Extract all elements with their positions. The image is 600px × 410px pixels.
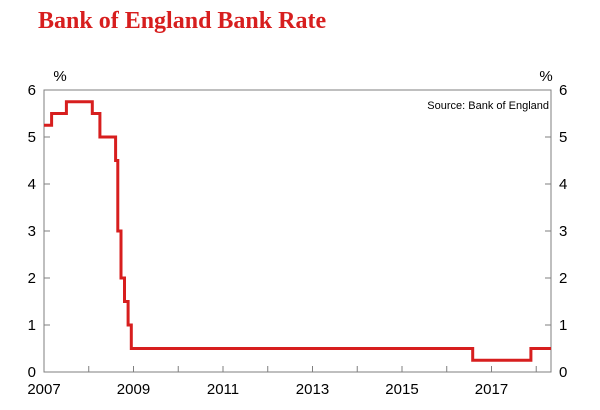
y-tick-label-left: 1 (28, 317, 36, 334)
y-tick-label-right: 2 (559, 270, 567, 287)
y-tick-label-right: 3 (559, 223, 567, 240)
y-tick-label-right: 5 (559, 129, 567, 146)
y-tick-label-left: 0 (28, 364, 36, 381)
x-tick-label: 2007 (27, 381, 60, 398)
labels-group: 0 0 1 1 2 2 3 3 4 4 5 5 6 6 2007 2009 2011 2013 2015 2017 (27, 82, 567, 398)
y-tick-label-right: 1 (559, 317, 567, 334)
y-tick-label-left: 6 (28, 82, 36, 99)
x-tick-label: 2017 (475, 381, 508, 398)
right-unit-label: % (539, 68, 552, 85)
x-tick-label: 2011 (207, 381, 239, 398)
series-group (44, 100, 551, 362)
x-tick-label: 2015 (385, 381, 418, 398)
y-tick-label-right: 4 (559, 176, 567, 193)
bank-rate-line (44, 100, 551, 362)
x-tick-label: 2009 (117, 381, 150, 398)
y-tick-label-left: 3 (28, 223, 36, 240)
left-unit-label: % (53, 68, 66, 85)
y-tick-label-left: 2 (28, 270, 36, 287)
y-tick-label-right: 0 (559, 364, 567, 381)
x-tick-label: 2013 (296, 381, 329, 398)
ticks-group (43, 89, 551, 373)
y-tick-label-left: 4 (28, 176, 36, 193)
y-tick-label-right: 6 (559, 82, 567, 99)
source-note: Source: Bank of England (427, 100, 549, 112)
y-tick-label-left: 5 (28, 129, 36, 146)
chart-title: Bank of England Bank Rate (38, 8, 327, 34)
